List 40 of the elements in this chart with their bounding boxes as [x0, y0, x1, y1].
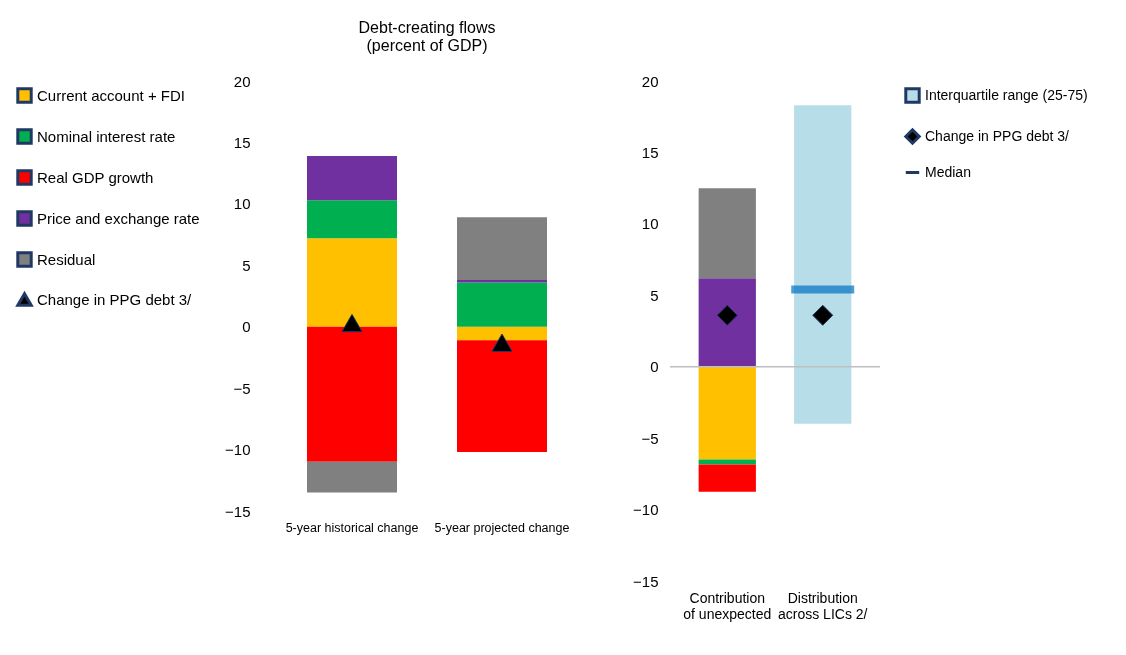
y-tick-label: 20 [641, 72, 659, 90]
y-tick-label: 20 [233, 72, 251, 90]
legend-label: Change in PPG debt 3/ [925, 127, 1070, 144]
y-tick-label: 0 [650, 358, 659, 376]
y-tick-label: 5 [650, 286, 659, 304]
legend-label: Current account + FDI [37, 86, 185, 104]
bar [457, 217, 547, 281]
y-tick-label: −5 [641, 429, 659, 447]
bar [307, 200, 397, 239]
chart-title: Debt-creating flows [358, 19, 496, 36]
chart-subtitle: (percent of GDP) [366, 37, 488, 54]
y-tick-label: 5 [242, 256, 251, 274]
y-tick-label: −5 [233, 379, 251, 397]
text: Median [925, 163, 971, 180]
x-tick-label: 5-year historical change [285, 520, 419, 535]
y-tick-label: −10 [633, 501, 659, 519]
y-tick-label: −15 [225, 502, 251, 520]
bar [307, 155, 397, 201]
legend-label: Price and exchange rate [37, 209, 200, 227]
legend-label: Change in PPG debt 3/ [37, 290, 193, 308]
y-tick-label: 15 [641, 143, 659, 161]
bar [457, 340, 547, 453]
bar [307, 238, 397, 327]
bar [307, 461, 397, 493]
legend-label: Real GDP growth [37, 168, 154, 186]
y-tick-label: 10 [233, 195, 251, 213]
x-tick-label: Contribution of unexpected [683, 589, 772, 622]
y-tick-label: −15 [633, 572, 659, 590]
legend-label: Interquartile range (25-75) [925, 86, 1088, 103]
legend-label: Residual [37, 250, 96, 268]
bar [457, 326, 547, 341]
bar [457, 282, 547, 327]
x-tick-label: Distribution across LICs 2/ [777, 589, 868, 622]
y-tick-label: −10 [225, 441, 251, 459]
x-tick-label: 5-year projected change [434, 520, 570, 535]
y-tick-label: 10 [641, 215, 659, 233]
bar [307, 326, 397, 462]
y-tick-label: 15 [233, 133, 251, 151]
y-tick-label: 0 [242, 318, 251, 336]
legend-label: Nominal interest rate [37, 127, 176, 145]
